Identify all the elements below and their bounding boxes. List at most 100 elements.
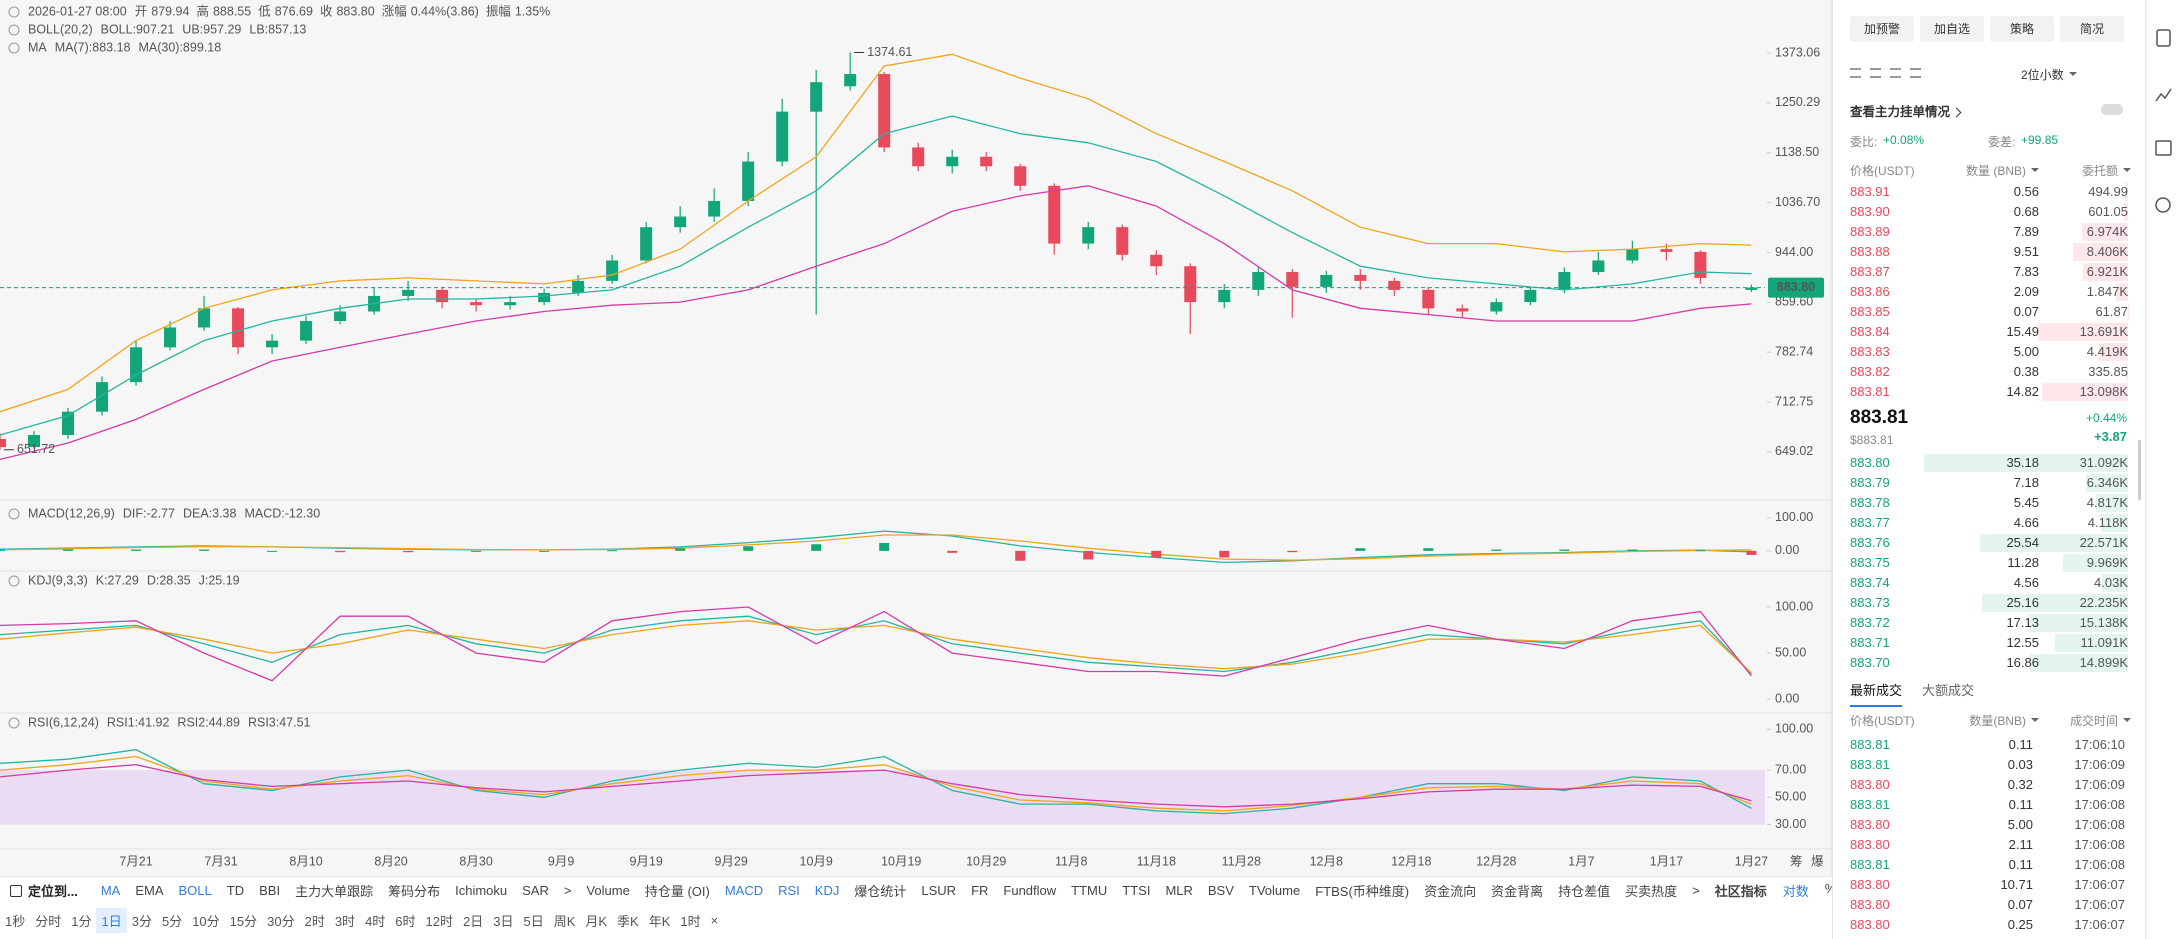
toolbar-item[interactable]: BBI [259,883,281,898]
interval-item[interactable]: 3日 [493,913,514,929]
indicator-line [0,755,1752,812]
interval-item[interactable]: 30分 [267,913,295,929]
decimals-select[interactable]: 2位小数 [2021,66,2077,83]
book-qty: 25.54 [2006,535,2039,550]
toolbar-item[interactable]: FR [971,883,989,898]
trade-row: 883.80 10.71 17:06:07 [1833,875,2145,895]
toolbar-item[interactable]: LSUR [921,883,957,898]
toolbar-item[interactable]: FTBS(币种维度) [1315,884,1410,899]
book-price: 883.78 [1850,495,1890,510]
toolbar-item[interactable]: MA [100,883,121,898]
candle-body [436,289,449,303]
toolbar-item[interactable]: 主力大单跟踪 [295,884,374,899]
toolbar-item[interactable]: > [563,883,572,898]
candle-body [1558,272,1571,290]
trade-tab[interactable]: 大额成交 [1922,683,1975,698]
macd-bar [675,548,686,551]
panel-button[interactable]: 加自选 [1920,16,1984,42]
toolbar-item[interactable]: BSV [1207,883,1234,898]
candle-body [776,111,789,162]
trade-tab[interactable]: 最新成交 [1850,680,1903,707]
trade-qty: 10.71 [2000,877,2033,892]
panel-button[interactable]: 简况 [2060,16,2124,42]
book-view-icon[interactable] [1910,68,1921,78]
toolbar-item[interactable]: Volume [586,883,630,898]
icon-circle[interactable] [2155,197,2171,213]
book-total: 14.899K [2079,655,2128,670]
toolbar-item[interactable]: TTSI [1122,883,1151,898]
toolbar-item[interactable]: Fundflow [1003,883,1057,898]
icon-trend[interactable] [2155,88,2172,102]
interval-item[interactable]: 年K [648,913,671,929]
toolbar-item[interactable]: 爆仓统计 [854,884,907,899]
depth-link[interactable]: 查看主力挂单情况 [1850,101,1960,120]
toolbar-item[interactable]: EMA [135,883,164,898]
toolbar-item[interactable]: 买卖热度 [1625,884,1678,899]
toolbar-item[interactable]: 持仓量 (OI) [644,884,710,899]
y-tick-label: 100.00 [1775,510,1813,524]
info-text: 收 [320,4,333,18]
book-view-icon[interactable] [1870,68,1881,78]
icon-doc[interactable] [2156,29,2171,47]
toolbar-item[interactable]: RSI [778,883,800,898]
interval-item[interactable]: 3时 [334,913,356,929]
toolbar-item[interactable]: SAR [522,883,549,898]
book-price: 883.82 [1850,364,1890,379]
icon-chart[interactable] [2155,140,2172,156]
book-view-icon[interactable] [1850,68,1861,78]
book-total: 6.346K [2086,475,2128,490]
interval-item[interactable]: 5日 [523,913,544,929]
trade-row: 883.80 0.32 17:06:09 [1833,775,2145,795]
candle-body [1320,274,1333,287]
toolbar-item[interactable]: Ichimoku [455,883,508,898]
panel-button[interactable]: 策略 [1990,16,2054,42]
candle-body [1082,227,1095,244]
interval-item[interactable]: 12时 [425,913,453,929]
depth-bar [2115,283,2128,301]
toolbar-item[interactable]: 资金背离 [1491,884,1544,899]
legend-item: BOLL(20,2) [28,22,93,36]
book-price: 883.86 [1850,284,1890,299]
interval-item[interactable]: 1日 [96,907,127,933]
interval-item[interactable]: 1秒 [5,913,26,929]
toolbar-item[interactable]: TD [226,883,245,898]
toolbar-item[interactable]: 筹码分布 [388,884,441,899]
toolbar-item[interactable]: MACD [724,883,764,898]
interval-item[interactable]: 15分 [229,913,258,929]
toolbar-item[interactable]: KDJ [814,883,840,898]
toolbar-item[interactable]: TVolume [1248,883,1301,898]
book-qty: 2.09 [2013,284,2039,299]
interval-item[interactable]: 3分 [131,913,152,929]
toolbar-item[interactable]: 社区指标 [1714,884,1767,899]
book-view-icon[interactable] [1890,68,1901,78]
book-qty: 0.38 [2013,364,2039,379]
info-text: 涨幅 [382,3,407,18]
interval-item[interactable]: 10分 [192,913,220,929]
x-tick-label: 10月29 [966,854,1006,868]
interval-item[interactable]: 6时 [395,913,416,929]
interval-item[interactable]: 周K [553,913,576,929]
interval-item[interactable]: 4时 [365,913,386,929]
toolbar-item[interactable]: TTMU [1071,883,1108,898]
toggle-switch[interactable] [2101,104,2123,115]
interval-item[interactable]: 分时 [35,913,62,929]
interval-item[interactable]: 2时 [304,913,325,929]
toolbar-item[interactable]: 对数 [1782,884,1809,899]
interval-item[interactable]: 1时 [680,913,701,929]
legend-icon [8,6,20,18]
interval-item[interactable]: × [710,912,719,928]
trade-time: 17:06:08 [2074,817,2125,832]
interval-item[interactable]: 5分 [161,913,183,929]
toolbar-item[interactable]: BOLL [178,883,212,898]
locate-button[interactable]: 定位到... [10,881,78,900]
toolbar-item[interactable]: % [1825,881,1832,900]
interval-item[interactable]: 1分 [71,913,92,929]
panel-button[interactable]: 加预警 [1850,16,1914,42]
interval-item[interactable]: 季K [617,913,639,929]
toolbar-item[interactable]: > [1692,883,1700,898]
toolbar-item[interactable]: 资金流向 [1424,884,1477,899]
interval-item[interactable]: 月K [585,913,608,929]
toolbar-item[interactable]: MLR [1165,883,1193,898]
interval-item[interactable]: 2日 [463,913,484,929]
toolbar-item[interactable]: 持仓差值 [1558,884,1611,899]
